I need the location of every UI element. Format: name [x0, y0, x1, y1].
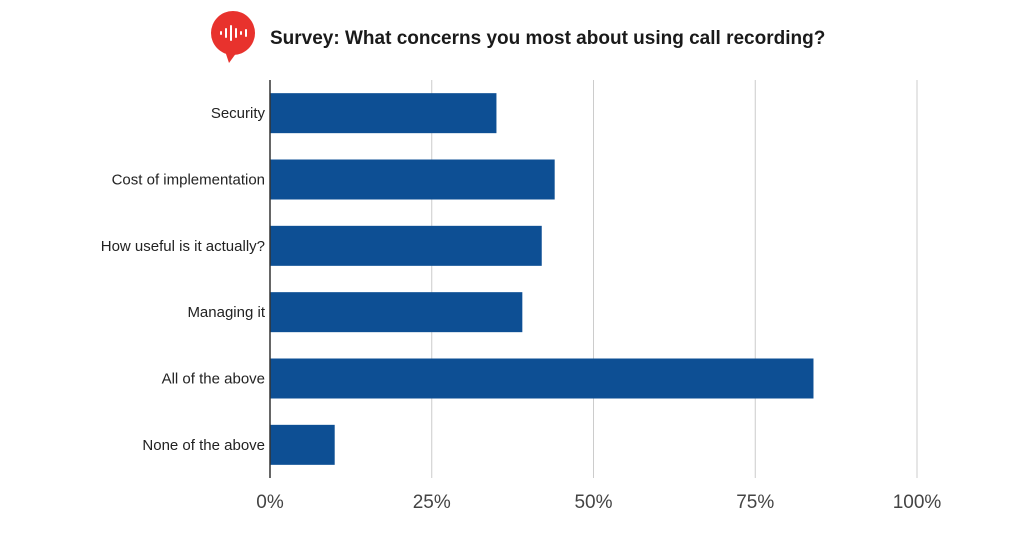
logo-wave-bar	[245, 29, 247, 37]
category-labels: Security Cost of implementation How useful…	[101, 105, 266, 454]
chart-title: Survey: What concerns you most about usi…	[270, 28, 825, 49]
logo-wave-bar	[225, 28, 227, 38]
tick-labels: 0% 25% 50% 75% 100%	[256, 492, 941, 513]
bar	[270, 358, 814, 399]
category-label: Security	[211, 105, 266, 122]
x-tick-label: 0%	[256, 492, 284, 513]
bars	[270, 93, 814, 465]
gridlines	[431, 80, 918, 478]
category-label: All of the above	[162, 371, 265, 388]
bar	[270, 93, 497, 134]
logo-bubble	[211, 11, 255, 55]
category-label: How useful is it actually?	[101, 238, 265, 255]
logo-wave-bar	[240, 31, 242, 35]
bar	[270, 225, 542, 266]
logo-wave-bar	[230, 25, 232, 41]
logo-wave-bar	[220, 31, 222, 35]
x-tick-label: 100%	[893, 492, 942, 513]
category-label: Cost of implementation	[112, 172, 265, 189]
sound-wave-logo-icon	[211, 11, 255, 63]
logo-wave-bar	[235, 28, 237, 38]
logo-bubble-tail	[225, 51, 237, 63]
bar	[270, 424, 335, 465]
bar	[270, 159, 555, 200]
x-tick-label: 75%	[736, 492, 774, 513]
category-label: Managing it	[187, 304, 265, 321]
x-tick-label: 25%	[413, 492, 451, 513]
category-label: None of the above	[142, 437, 265, 454]
x-tick-label: 50%	[574, 492, 612, 513]
bar	[270, 292, 523, 333]
